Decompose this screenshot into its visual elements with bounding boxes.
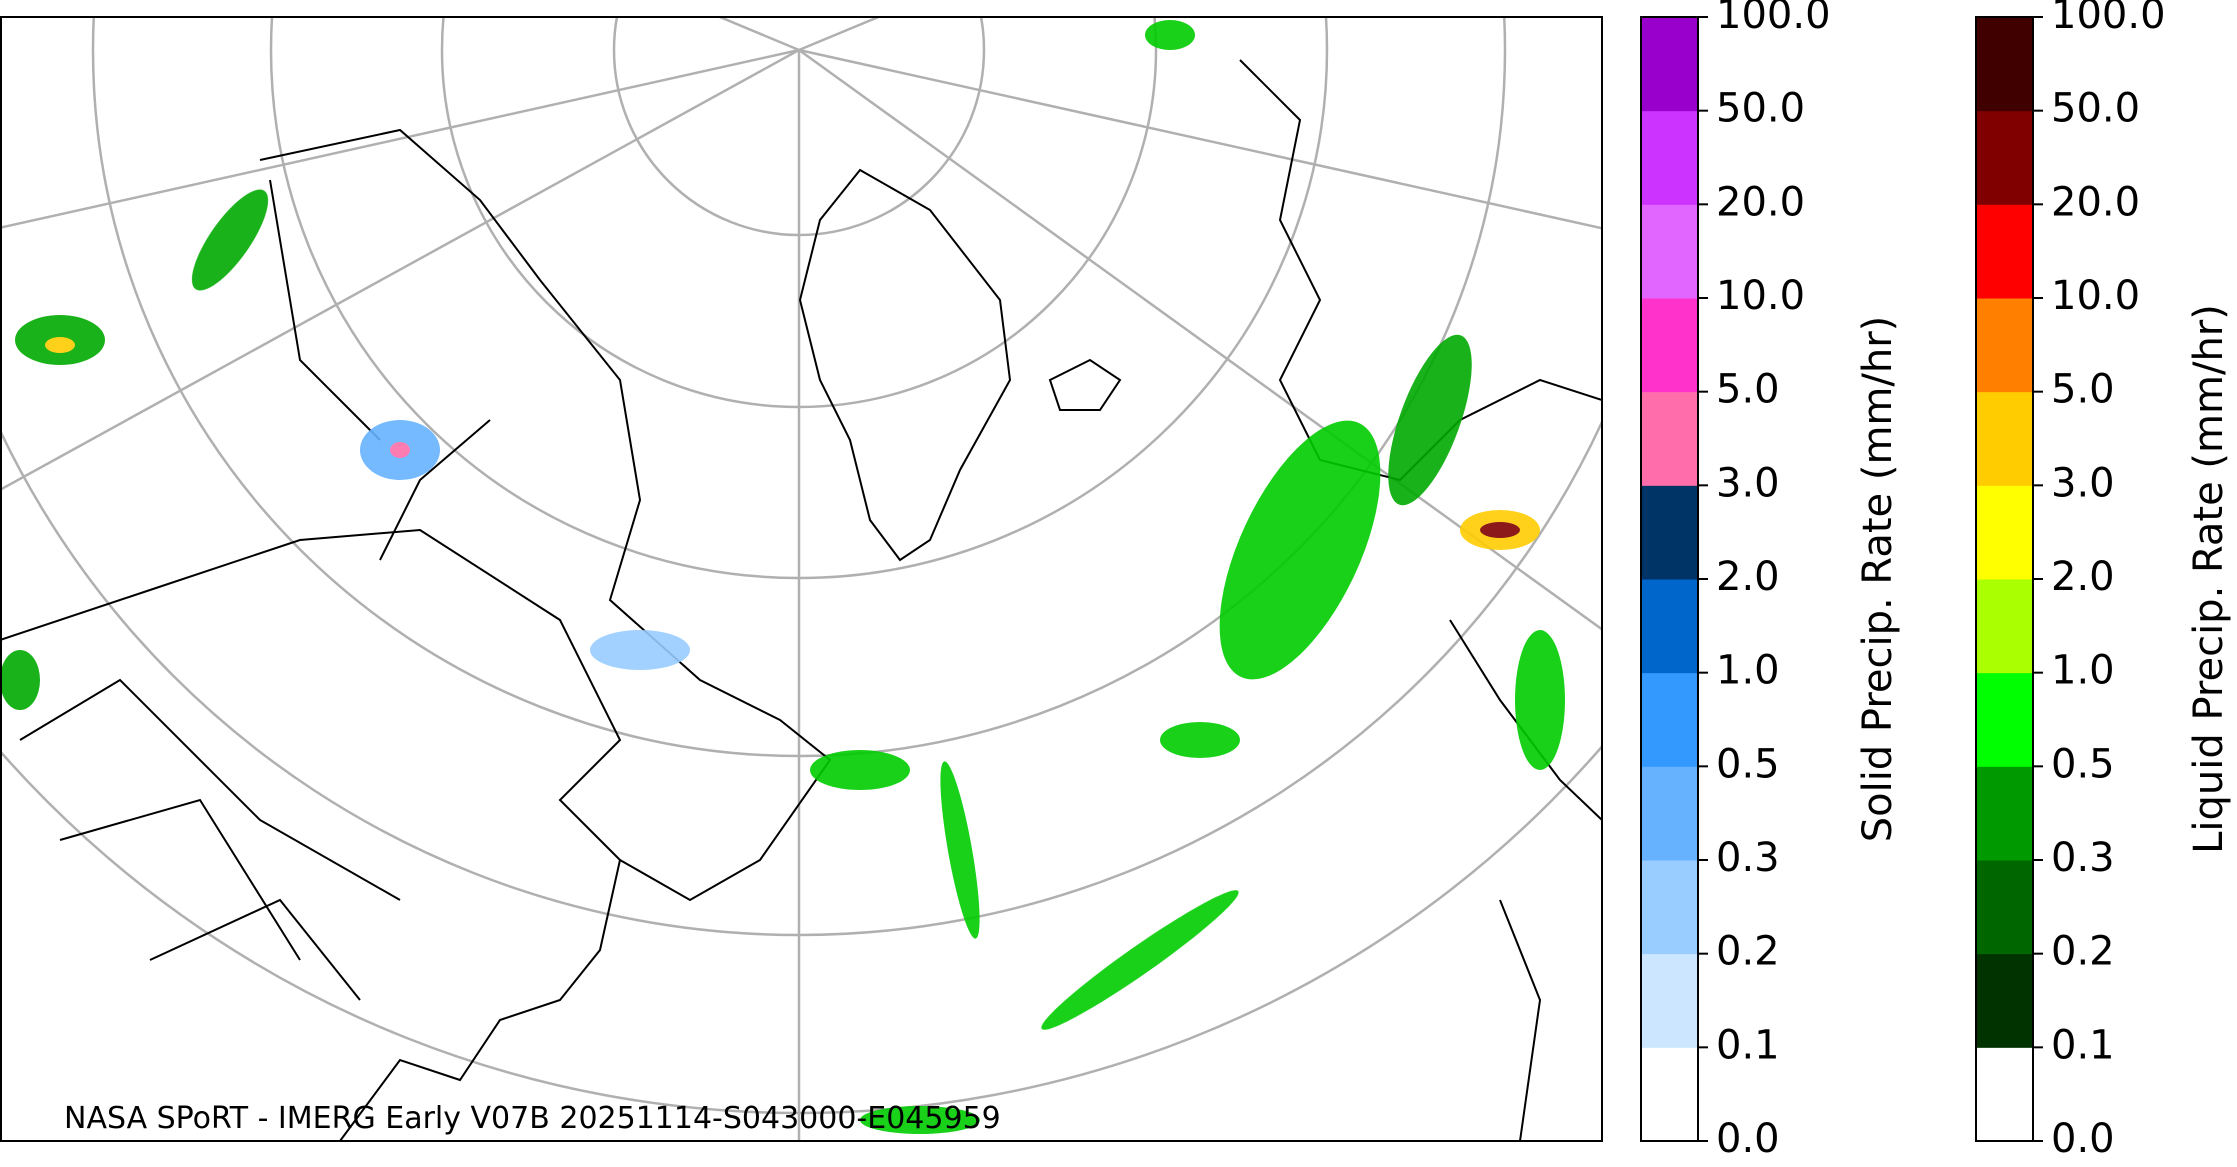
color-segment — [1641, 391, 1698, 486]
color-segment — [1976, 485, 2033, 580]
color-segment — [1641, 17, 1698, 112]
color-segment — [1976, 298, 2033, 393]
tick-label: 50.0 — [2051, 86, 2140, 132]
color-segment — [1976, 860, 2033, 955]
tick-label: 0.1 — [1716, 1022, 1780, 1068]
color-segment — [1976, 1047, 2033, 1142]
color-segment — [1976, 110, 2033, 205]
tick-label: 3.0 — [1716, 460, 1780, 506]
tick-label: 0.3 — [1716, 835, 1780, 881]
tick-label: 0.0 — [1716, 1116, 1780, 1162]
tick-label: 10.0 — [2051, 273, 2140, 319]
color-segment — [1641, 204, 1698, 299]
tick-label: 20.0 — [1716, 179, 1805, 225]
tick-label: 1.0 — [2051, 648, 2115, 694]
color-segment — [1976, 17, 2033, 112]
color-segment — [1641, 298, 1698, 393]
tick-label: 0.2 — [2051, 929, 2115, 975]
caption: NASA SPoRT - IMERG Early V07B 20251114-S… — [64, 1101, 1001, 1136]
color-segment — [1641, 953, 1698, 1048]
colorbar-label: Solid Precip. Rate (mm/hr) — [1855, 316, 1901, 843]
tick-label: 0.0 — [2051, 1116, 2115, 1162]
color-segment — [1641, 672, 1698, 767]
tick-label: 20.0 — [2051, 179, 2140, 225]
tick-label: 50.0 — [1716, 86, 1805, 132]
color-segment — [1641, 766, 1698, 861]
map-frame — [0, 16, 1603, 1142]
color-segment — [1641, 1047, 1698, 1142]
tick-label: 10.0 — [1716, 273, 1805, 319]
tick-label: 3.0 — [2051, 460, 2115, 506]
color-segment — [1976, 953, 2033, 1048]
tick-label: 0.2 — [1716, 929, 1780, 975]
tick-label: 5.0 — [1716, 367, 1780, 413]
color-segment — [1976, 672, 2033, 767]
tick-label: 0.5 — [2051, 741, 2115, 787]
tick-label: 0.5 — [1716, 741, 1780, 787]
color-segment — [1976, 579, 2033, 674]
tick-label: 1.0 — [1716, 648, 1780, 694]
color-segment — [1641, 860, 1698, 955]
tick-label: 100.0 — [1716, 0, 1831, 38]
tick-label: 2.0 — [2051, 554, 2115, 600]
tick-label: 0.1 — [2051, 1022, 2115, 1068]
colorbar-label: Liquid Precip. Rate (mm/hr) — [2186, 304, 2232, 854]
tick-label: 100.0 — [2051, 0, 2166, 38]
precipitation — [1, 20, 1565, 1134]
color-segment — [1976, 204, 2033, 299]
coastlines — [1, 59, 1602, 1141]
graticule — [1, 17, 1602, 1141]
color-segment — [1976, 391, 2033, 486]
color-segment — [1641, 579, 1698, 674]
tick-label: 2.0 — [1716, 554, 1780, 600]
color-segment — [1976, 766, 2033, 861]
tick-label: 0.3 — [2051, 835, 2115, 881]
color-segment — [1641, 485, 1698, 580]
tick-label: 5.0 — [2051, 367, 2115, 413]
color-segment — [1641, 110, 1698, 205]
map — [1, 17, 1602, 1141]
colorbars: 0.0 0.1 0.2 0.3 0.5 1.0 2.0 3.0 5.0 10.0 20.0 50.0 1… — [1640, 0, 2232, 1162]
